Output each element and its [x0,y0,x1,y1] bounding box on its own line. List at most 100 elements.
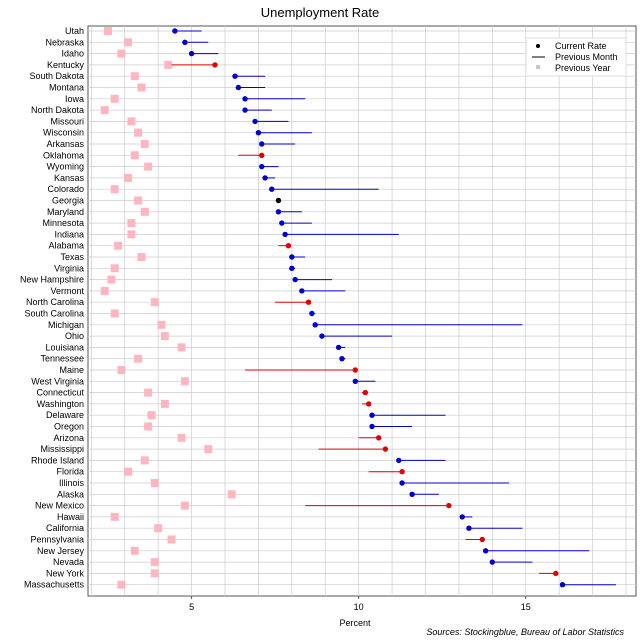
current-rate-point [319,333,325,339]
state-label: Kansas [54,173,85,183]
current-rate-point [309,310,315,317]
state-label: Massachusetts [24,580,85,590]
chart-title: Unemployment Rate [261,5,380,20]
current-rate-point [482,548,489,554]
x-tick-label: 10 [354,602,364,612]
current-rate-point [459,514,465,520]
current-rate-point [172,28,178,34]
current-rate-point [409,491,415,497]
previous-year-marker [134,354,143,363]
previous-year-marker [127,219,136,228]
state-label: Washington [37,399,84,409]
state-label: Vermont [50,286,84,296]
source-note: Sources: Stockingblue, Bureau of Labor S… [426,627,624,637]
current-rate-point [396,457,402,464]
previous-year-marker [107,275,116,284]
current-rate-point [275,197,282,204]
state-label: Kentucky [47,60,85,70]
previous-year-marker [140,207,149,216]
x-axis-title: Percent [339,618,371,628]
previous-year-marker [134,128,143,137]
state-label: Hawaii [57,512,84,522]
previous-year-marker [160,399,169,408]
previous-year-marker [150,479,159,487]
current-rate-point [553,570,559,577]
state-label: Arizona [53,433,84,443]
state-label: Nebraska [45,37,84,47]
current-rate-point [242,96,248,102]
state-label: Pennsylvania [30,535,84,545]
previous-year-marker [110,94,119,103]
previous-year-marker [130,151,139,160]
current-rate-point [376,435,382,441]
current-rate-point [489,559,496,565]
current-rate-point [242,107,248,113]
current-rate-point [369,412,375,418]
current-rate-point [275,209,282,215]
state-label: Maine [59,365,84,375]
current-rate-point [299,288,305,294]
state-label: Wyoming [47,162,84,172]
legend-month-label: Previous Month [555,52,618,62]
current-rate-point [255,130,262,136]
current-rate-point [262,175,268,181]
state-label: West Virginia [31,376,84,386]
current-rate-point [282,231,288,238]
x-axis-ticks: 5 10 15 [189,596,531,612]
previous-year-marker [110,185,119,194]
data-marks [100,27,616,589]
current-rate-point [188,50,195,57]
current-rate-point [259,163,265,170]
previous-year-marker [124,173,133,182]
previous-year-marker [100,286,109,295]
current-rate-point [446,502,452,509]
state-label: New Mexico [35,501,84,511]
previous-year-marker [110,264,119,273]
previous-year-marker [110,512,119,521]
current-rate-point [352,378,359,384]
previous-year-marker [167,535,176,544]
previous-year-marker [117,366,126,374]
current-rate-point [369,423,375,430]
state-label: Idaho [61,49,84,59]
state-label: Wisconsin [43,128,84,138]
state-label: New Jersey [37,546,85,556]
previous-year-marker [180,377,189,386]
legend-year-label: Previous Year [555,63,611,73]
current-rate-point [259,152,265,158]
current-rate-point [399,480,405,486]
previous-year-marker [130,546,139,555]
current-rate-point [559,582,566,588]
previous-year-marker [140,140,149,148]
state-label: Illinois [59,478,85,488]
current-rate-point [269,186,275,192]
state-label: Connecticut [36,388,84,398]
current-rate-point [479,536,485,543]
current-rate-point [182,39,188,45]
x-tick-label: 15 [521,602,531,612]
previous-year-marker [104,27,113,35]
legend-year-marker [536,65,540,69]
state-label: Rhode Island [31,455,84,465]
state-label: South Dakota [29,71,84,81]
current-rate-point [362,389,369,396]
previous-year-marker [227,490,236,499]
previous-year-marker [127,117,136,126]
state-label: Georgia [52,196,84,206]
previous-year-marker [160,332,169,341]
previous-year-marker [150,569,159,578]
state-label: Montana [49,83,84,93]
state-label: Alaska [57,489,84,499]
state-label: South Carolina [24,309,84,319]
current-rate-point [235,84,242,91]
previous-year-marker [124,467,133,476]
previous-year-marker [177,433,186,442]
previous-year-marker [140,456,149,465]
state-label: Missouri [50,116,84,126]
current-rate-point [335,344,342,351]
current-rate-point [232,73,238,79]
current-rate-point [285,243,292,249]
previous-year-marker [130,72,139,81]
previous-year-marker [124,38,133,47]
